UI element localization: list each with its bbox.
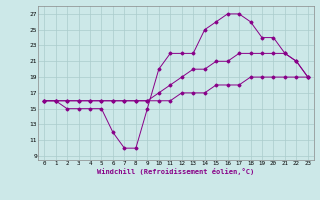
X-axis label: Windchill (Refroidissement éolien,°C): Windchill (Refroidissement éolien,°C) [97, 168, 255, 175]
